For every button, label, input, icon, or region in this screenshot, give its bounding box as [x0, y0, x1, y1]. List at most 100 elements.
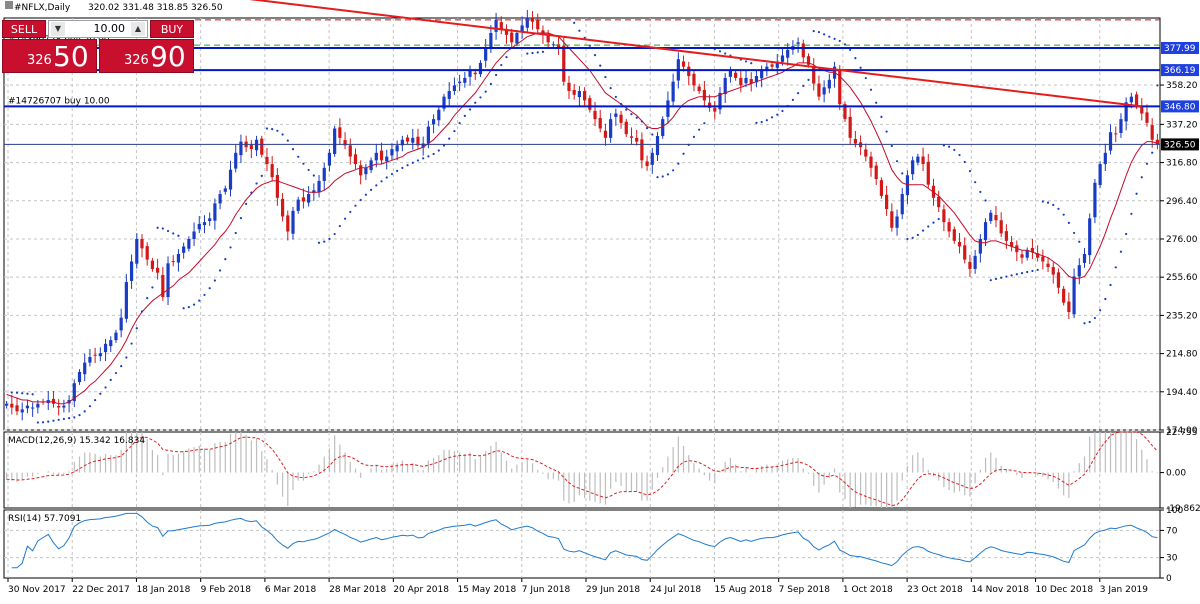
candle-body: [442, 96, 446, 109]
candle-body: [994, 215, 998, 221]
candle-body: [874, 165, 878, 180]
candle-body: [166, 263, 170, 298]
parabolic-sar-dot: [1130, 212, 1133, 215]
price-level-tag-label: 377.99: [1164, 44, 1196, 54]
candle-body: [968, 261, 972, 269]
parabolic-sar-dot: [833, 37, 836, 40]
parabolic-sar-dot: [974, 181, 977, 184]
buy-button[interactable]: BUY: [150, 20, 194, 38]
parabolic-sar-dot: [953, 148, 956, 152]
candle-body: [234, 152, 238, 169]
rsi-y-tick-label: 0: [1166, 574, 1172, 584]
parabolic-sar-dot: [911, 236, 914, 239]
parabolic-sar-dot: [1156, 84, 1159, 87]
candle-body: [1098, 164, 1102, 186]
candle-body: [770, 64, 774, 67]
candle-body: [1036, 253, 1040, 258]
candle-body: [640, 139, 644, 161]
parabolic-sar-dot: [765, 119, 768, 122]
parabolic-sar-dot: [146, 297, 149, 300]
lot-size-input[interactable]: ▼ 10.00 ▲: [48, 20, 148, 38]
candle-body: [484, 47, 488, 61]
candle-body: [187, 238, 191, 249]
candle-body: [421, 143, 425, 148]
parabolic-sar-dot: [1005, 275, 1008, 278]
parabolic-sar-dot: [807, 78, 810, 81]
parabolic-sar-dot: [682, 152, 685, 155]
parabolic-sar-dot: [781, 109, 784, 113]
x-tick-label: 18 Jan 2018: [136, 585, 190, 595]
parabolic-sar-dot: [120, 364, 123, 368]
candle-body: [702, 89, 706, 101]
parabolic-sar-dot: [114, 371, 118, 375]
parabolic-sar-dot: [390, 172, 394, 176]
parabolic-sar-dot: [692, 135, 696, 138]
parabolic-sar-dot: [338, 224, 341, 228]
candle-body: [546, 33, 550, 43]
candle-body: [88, 356, 92, 363]
candle-body: [208, 218, 212, 222]
candle-body: [713, 107, 717, 112]
parabolic-sar-dot: [635, 116, 638, 119]
candle-body: [437, 109, 441, 121]
parabolic-sar-dot: [875, 101, 878, 104]
sell-price-button[interactable]: 326 50: [2, 39, 97, 73]
candle-body: [1072, 276, 1076, 315]
candle-body: [1088, 218, 1092, 256]
lot-increase-icon[interactable]: ▲: [131, 22, 145, 36]
parabolic-sar-dot: [755, 121, 758, 124]
candle-body: [890, 211, 894, 228]
lot-decrease-icon[interactable]: ▼: [51, 22, 65, 36]
candle-body: [468, 70, 472, 77]
candle-body: [72, 383, 76, 402]
sell-button[interactable]: SELL: [2, 20, 46, 38]
parabolic-sar-dot: [479, 96, 482, 99]
parabolic-sar-dot: [656, 176, 659, 179]
parabolic-sar-dot: [593, 54, 597, 57]
parabolic-sar-dot: [323, 240, 326, 243]
candle-body: [806, 56, 811, 65]
candle-body: [348, 145, 352, 157]
parabolic-sar-dot: [245, 202, 248, 206]
candle-body: [223, 188, 227, 192]
chart-menu-icon[interactable]: [5, 1, 13, 9]
candle-body: [728, 70, 733, 77]
candle-body: [1119, 119, 1123, 133]
one-click-trading-panel: SELL ▼ 10.00 ▲ BUY 326 50 326 90: [2, 18, 194, 76]
buy-price-button[interactable]: 326 90: [99, 39, 194, 73]
resistance-trendline[interactable]: [236, 0, 1142, 108]
rsi-y-tick-label: 100: [1166, 506, 1183, 516]
candle-body: [1124, 102, 1128, 122]
candle-body: [780, 55, 785, 62]
x-tick-label: 24 Jul 2018: [650, 585, 701, 595]
candle-body: [838, 68, 842, 105]
parabolic-sar-dot: [1015, 273, 1018, 276]
parabolic-sar-dot: [906, 237, 909, 241]
candle-body: [1108, 132, 1113, 151]
candle-body: [1134, 94, 1139, 107]
parabolic-sar-dot: [458, 121, 461, 125]
parabolic-sar-dot: [1145, 162, 1149, 165]
parabolic-sar-dot: [505, 56, 508, 59]
parabolic-sar-dot: [31, 393, 34, 396]
candle-body: [895, 216, 899, 228]
y-tick-label: 174.00: [1166, 426, 1198, 436]
candle-body: [723, 77, 727, 95]
candle-body: [369, 160, 373, 171]
parabolic-sar-dot: [192, 303, 196, 306]
candle-body: [983, 222, 988, 241]
candle-body: [473, 72, 477, 75]
parabolic-sar-dot: [932, 221, 935, 224]
y-tick-label: 316.80: [1166, 159, 1198, 169]
candle-body: [301, 197, 306, 202]
candle-body: [312, 190, 316, 193]
candle-body: [411, 137, 415, 143]
macd-y-tick-label: 0.00: [1166, 469, 1186, 479]
candle-body: [937, 196, 941, 208]
parabolic-sar-dot: [83, 410, 86, 413]
candle-body: [624, 121, 628, 135]
candle-body: [697, 86, 701, 92]
parabolic-sar-dot: [271, 127, 274, 131]
candle-body: [343, 140, 347, 146]
